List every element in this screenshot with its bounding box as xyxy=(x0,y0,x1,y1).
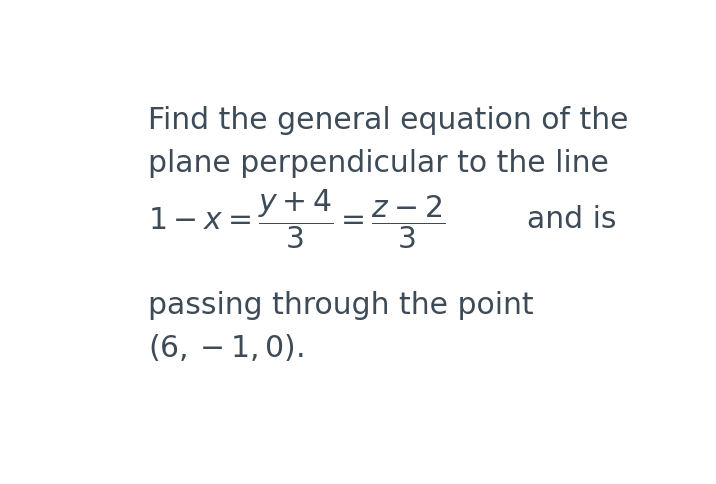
Text: passing through the point: passing through the point xyxy=(147,290,533,319)
Text: plane perpendicular to the line: plane perpendicular to the line xyxy=(147,149,609,178)
Text: and is: and is xyxy=(528,205,617,234)
Text: $1 - x = \dfrac{y+4}{3} = \dfrac{z-2}{3}$: $1 - x = \dfrac{y+4}{3} = \dfrac{z-2}{3}… xyxy=(147,188,445,252)
Text: $(6,-1,0).$: $(6,-1,0).$ xyxy=(147,332,304,363)
Text: Find the general equation of the: Find the general equation of the xyxy=(147,106,628,135)
